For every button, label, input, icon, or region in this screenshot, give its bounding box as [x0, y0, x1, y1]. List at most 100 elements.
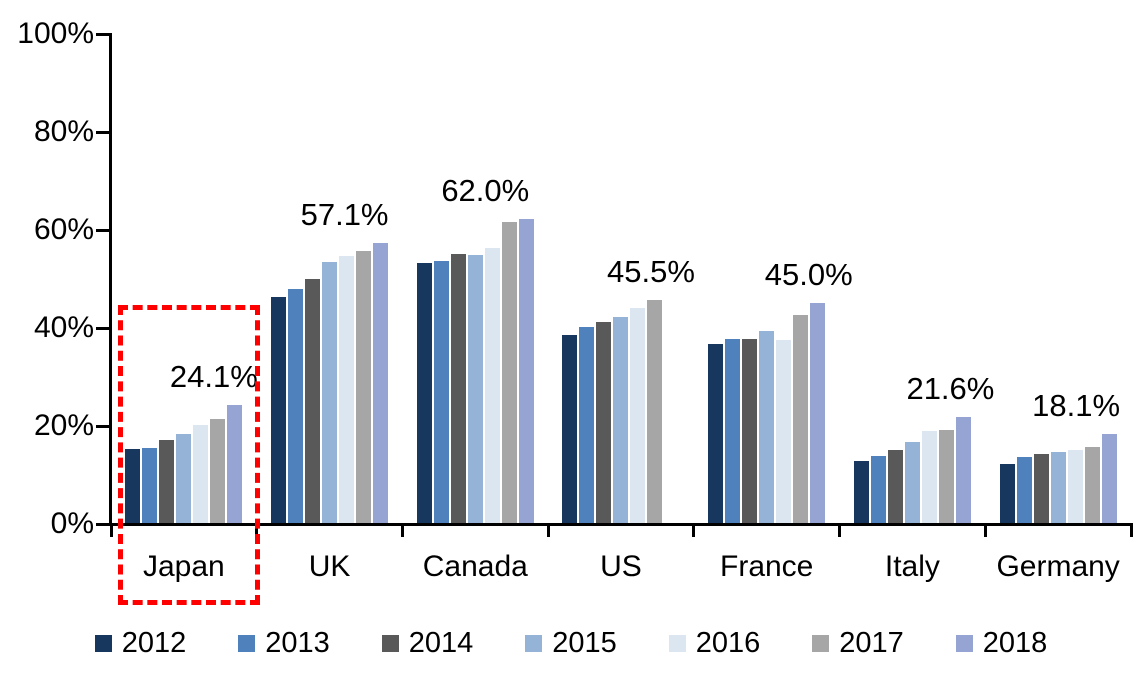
y-tick [96, 425, 110, 428]
legend-swatch-2013 [238, 634, 256, 652]
y-tick-label: 80% [33, 115, 94, 148]
x-tick [400, 523, 404, 537]
bar-japan-2015 [176, 433, 192, 523]
y-tick [96, 33, 110, 36]
legend-swatch-2015 [525, 634, 543, 652]
bar-japan-2014 [159, 440, 175, 523]
bar-uk-2015 [322, 261, 338, 523]
bar-italy-2015 [904, 441, 920, 523]
data-label-canada: 62.0% [441, 173, 530, 209]
japan-highlight-box [118, 305, 260, 605]
bar-japan-2017 [210, 418, 226, 523]
category-label-italy: Italy [884, 550, 940, 583]
bar-canada-2013 [433, 261, 449, 523]
bar-us-2016 [630, 308, 646, 523]
bar-germany-2013 [1016, 456, 1032, 523]
bar-germany-2018 [1101, 434, 1117, 523]
legend-label-2016: 2016 [695, 627, 761, 659]
data-label-us: 45.5% [607, 254, 695, 290]
legend-item-2012: 2012 [94, 627, 187, 659]
bar-uk-2014 [305, 278, 321, 523]
category-label-uk: UK [308, 550, 351, 583]
bar-japan-2013 [142, 448, 158, 523]
legend-label-2012: 2012 [121, 627, 187, 659]
bar-uk-2012 [271, 296, 287, 523]
y-tick [96, 523, 110, 526]
bar-italy-2013 [870, 455, 886, 523]
legend-swatch-2014 [381, 634, 399, 652]
bar-japan-2016 [193, 425, 209, 523]
legend-item-2014: 2014 [381, 627, 474, 659]
data-label-japan: 24.1% [169, 358, 258, 394]
bar-group-us: 45.5% [548, 33, 695, 523]
bar-germany-2017 [1084, 447, 1100, 523]
y-tick [96, 131, 110, 134]
x-tick [1129, 523, 1133, 537]
bar-group-france: 45.0% [694, 33, 853, 523]
legend-item-2017: 2017 [812, 628, 904, 658]
bar-germany-2014 [1033, 454, 1049, 523]
bar-germany-2016 [1067, 449, 1083, 523]
legend-item-2018: 2018 [955, 627, 1048, 659]
y-tick [96, 327, 110, 330]
legend-label-2013: 2013 [265, 627, 330, 659]
x-axis-line [109, 523, 1132, 526]
legend-swatch-2016 [668, 634, 686, 652]
bar-us-2012 [562, 334, 578, 523]
bar-france-2013 [725, 338, 741, 523]
bar-japan-2018 [227, 404, 243, 523]
legend: 2012 2013 2014 2015 2016 2017 2018 [0, 628, 1142, 658]
y-tick-label: 40% [33, 311, 94, 344]
bar-group-germany: 18.1% [985, 33, 1131, 523]
legend-swatch-2012 [94, 634, 112, 652]
bar-canada-2018 [518, 219, 534, 523]
bar-canada-2014 [450, 254, 466, 523]
bar-group-italy: 21.6% [840, 33, 994, 523]
bar-group-uk: 57.1% [257, 33, 403, 523]
category-label-japan: Japan [142, 550, 225, 583]
data-label-italy: 21.6% [906, 371, 995, 407]
bar-france-2018 [810, 302, 826, 523]
bar-canada-2012 [416, 263, 432, 523]
bar-uk-2013 [288, 288, 304, 523]
legend-label-2014: 2014 [408, 627, 474, 659]
bar-canada-2016 [484, 248, 500, 523]
bar-france-2012 [708, 344, 724, 523]
category-label-france: France [720, 550, 814, 583]
bar-us-2013 [579, 327, 595, 523]
bar-germany-2012 [999, 464, 1015, 523]
x-tick [109, 523, 113, 537]
bar-uk-2016 [339, 255, 355, 523]
x-tick [983, 523, 987, 537]
category-label-germany: Germany [996, 550, 1120, 583]
bar-france-2014 [742, 339, 758, 523]
bar-us-2014 [596, 321, 612, 523]
bar-japan-2012 [125, 449, 141, 523]
bar-canada-2015 [467, 255, 483, 523]
bar-group-canada: 62.0% [402, 33, 548, 523]
legend-item-2013: 2013 [238, 628, 330, 658]
bar-group-japan: 24.1% [111, 33, 258, 523]
bar-italy-2012 [853, 461, 869, 523]
bar-italy-2017 [938, 430, 954, 523]
y-tick-label: 60% [33, 213, 94, 246]
legend-label-2018: 2018 [982, 627, 1048, 659]
legend-label-2015: 2015 [552, 627, 617, 659]
category-label-us: US [600, 550, 642, 583]
legend-swatch-2017 [812, 634, 830, 652]
y-tick-label: 0% [50, 507, 94, 540]
y-axis-line [109, 33, 112, 526]
bar-uk-2018 [373, 243, 389, 523]
bar-canada-2017 [501, 221, 517, 523]
bar-us-2015 [613, 316, 629, 523]
legend-item-2015: 2015 [525, 628, 617, 658]
legend-swatch-2018 [955, 634, 973, 652]
data-label-germany: 18.1% [1032, 388, 1121, 424]
legend-label-2017: 2017 [839, 627, 904, 659]
x-tick [838, 523, 842, 537]
bar-italy-2016 [921, 431, 937, 523]
y-tick-label: 20% [33, 409, 94, 442]
bar-us-2017 [647, 300, 663, 523]
x-tick [692, 523, 696, 537]
